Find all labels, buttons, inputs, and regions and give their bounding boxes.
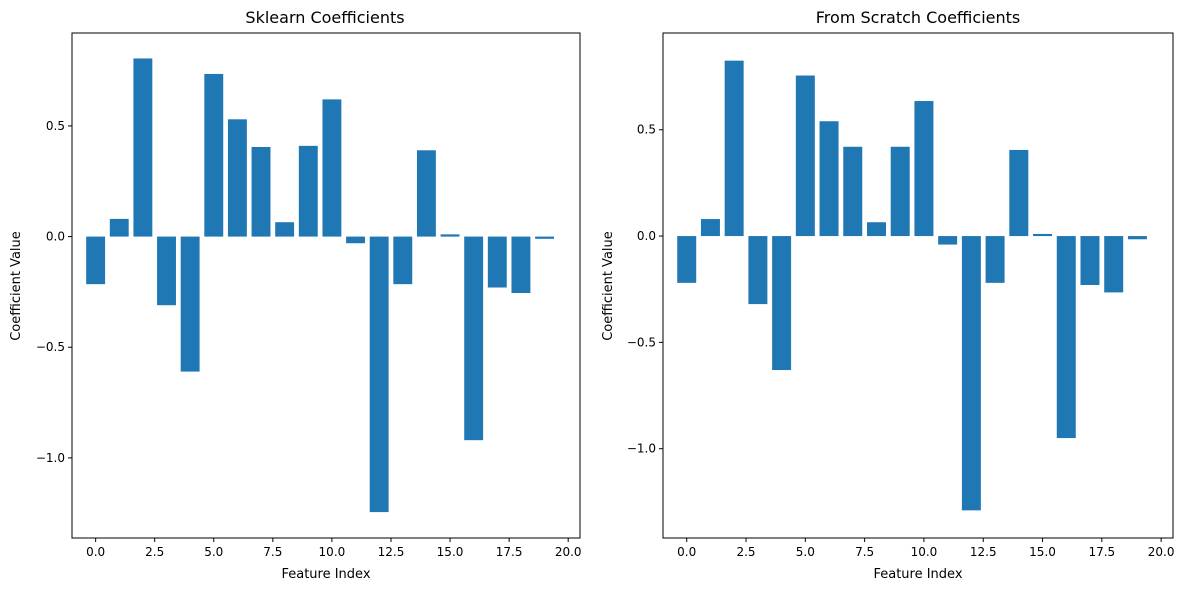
bar-feature-8 [867, 222, 886, 237]
bar-feature-18 [1104, 236, 1124, 293]
bar-feature-4 [772, 236, 792, 371]
y-axis-label: Coefficient Value [601, 231, 616, 341]
bar-feature-9 [298, 145, 318, 237]
bar-feature-11 [938, 236, 958, 245]
y-tick-label: −0.5 [36, 340, 65, 354]
bar-feature-11 [346, 236, 365, 244]
x-tick-label: 20.0 [1148, 545, 1175, 559]
bar-feature-4 [180, 236, 200, 372]
subplot-from-scratch: From Scratch Coefficients 0.0 2.5 5.0 7.5 10… [601, 8, 1174, 582]
x-tick-label: 10.0 [911, 545, 938, 559]
bar-feature-2 [724, 60, 744, 237]
x-tick-label: 2.5 [736, 545, 755, 559]
x-tick-label: 5.0 [796, 545, 815, 559]
bars-group [677, 60, 1147, 511]
bar-feature-2 [133, 58, 153, 237]
bar-feature-16 [464, 236, 484, 441]
chart-title: From Scratch Coefficients [816, 8, 1020, 27]
bar-feature-13 [985, 236, 1005, 283]
y-ticks-group: −1.0 −0.5 0.0 0.5 [627, 123, 663, 456]
x-tick-label: 12.5 [970, 545, 997, 559]
bar-feature-15 [1033, 233, 1053, 237]
bar-feature-19 [535, 236, 555, 239]
bar-feature-18 [511, 236, 531, 294]
bar-feature-17 [487, 236, 507, 288]
y-axis-label: Coefficient Value [9, 231, 24, 341]
y-tick-label: −1.0 [627, 442, 656, 456]
bar-feature-8 [275, 222, 295, 237]
x-axis-label: Feature Index [281, 567, 370, 582]
y-tick-label: −1.0 [36, 451, 65, 465]
x-ticks-group: 0.0 2.5 5.0 7.5 10.0 12.5 15.0 17.5 20.0 [677, 538, 1174, 559]
x-ticks-group: 0.0 2.5 5.0 7.5 10.0 12.5 15.0 17.5 20.0 [86, 538, 582, 559]
bar-feature-12 [961, 236, 981, 511]
bar-feature-16 [1056, 236, 1076, 439]
bar-feature-14 [416, 150, 436, 237]
y-tick-label: 0.0 [637, 229, 656, 243]
x-tick-label: 12.5 [378, 545, 405, 559]
x-tick-label: 15.0 [437, 545, 464, 559]
bar-feature-1 [700, 219, 720, 237]
bar-feature-5 [795, 75, 815, 237]
x-tick-label: 15.0 [1029, 545, 1056, 559]
subplot-sklearn: Sklearn Coefficients 0.0 2.5 5.0 7.5 10.0 12.… [9, 8, 582, 582]
bar-feature-0 [86, 236, 106, 285]
y-tick-label: 0.5 [46, 119, 65, 133]
bar-feature-14 [1009, 149, 1029, 237]
y-tick-label: −0.5 [627, 335, 656, 349]
bar-feature-10 [322, 99, 342, 237]
x-axis-label: Feature Index [873, 567, 962, 582]
x-tick-label: 10.0 [319, 545, 346, 559]
bar-feature-1 [109, 218, 129, 237]
bar-feature-0 [677, 236, 697, 283]
y-tick-label: 0.5 [637, 123, 656, 137]
chart-title: Sklearn Coefficients [245, 8, 404, 27]
bars-group [86, 58, 555, 513]
bar-feature-12 [369, 236, 389, 513]
plot-frame [662, 32, 1174, 539]
x-tick-label: 7.5 [855, 545, 874, 559]
x-tick-label: 5.0 [204, 545, 223, 559]
x-tick-label: 17.5 [1088, 545, 1115, 559]
bar-feature-17 [1080, 236, 1100, 285]
bar-feature-19 [1127, 236, 1147, 240]
bar-feature-13 [393, 236, 413, 285]
x-tick-label: 0.0 [86, 545, 105, 559]
bar-feature-9 [890, 146, 910, 237]
x-tick-label: 7.5 [263, 545, 282, 559]
bar-feature-10 [914, 101, 934, 237]
bar-feature-5 [204, 73, 224, 237]
plot-frame [71, 32, 581, 539]
bar-feature-7 [251, 146, 271, 237]
y-ticks-group: −1.0 −0.5 0.0 0.5 [36, 119, 72, 465]
y-tick-label: 0.0 [46, 230, 65, 244]
bar-feature-7 [843, 146, 863, 237]
x-tick-label: 17.5 [496, 545, 523, 559]
bar-feature-3 [157, 236, 176, 306]
x-tick-label: 0.0 [677, 545, 696, 559]
bar-feature-6 [819, 121, 839, 237]
x-tick-label: 2.5 [145, 545, 164, 559]
bar-feature-3 [748, 236, 768, 305]
bar-feature-6 [227, 119, 247, 237]
bar-feature-15 [440, 234, 460, 237]
x-tick-label: 20.0 [555, 545, 582, 559]
